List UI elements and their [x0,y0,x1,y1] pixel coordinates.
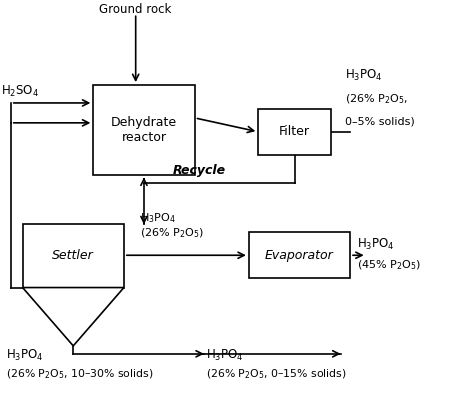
Text: (26% P$_2$O$_5$): (26% P$_2$O$_5$) [140,226,205,240]
Text: (26% P$_2$O$_5$,: (26% P$_2$O$_5$, [346,92,409,106]
Bar [23,225,124,288]
Polygon shape [23,288,124,346]
Text: H$_3$PO$_4$: H$_3$PO$_4$ [206,348,244,363]
Bar [93,85,195,174]
Text: Settler: Settler [52,249,94,263]
Bar [258,109,331,155]
Text: 0–5% solids): 0–5% solids) [346,117,415,127]
Text: Evaporator: Evaporator [265,249,334,262]
Text: Ground rock: Ground rock [100,3,172,16]
Bar [249,232,350,278]
Text: Filter: Filter [279,125,310,138]
Text: (26% P$_2$O$_5$, 0–15% solids): (26% P$_2$O$_5$, 0–15% solids) [206,367,347,381]
Text: H$_3$PO$_4$: H$_3$PO$_4$ [357,237,395,252]
Text: (26% P$_2$O$_5$, 10–30% solids): (26% P$_2$O$_5$, 10–30% solids) [6,367,154,381]
Text: H$_3$PO$_4$: H$_3$PO$_4$ [140,211,176,225]
Text: H$_3$PO$_4$: H$_3$PO$_4$ [6,348,44,363]
Text: (45% P$_2$O$_5$): (45% P$_2$O$_5$) [357,258,421,272]
Text: H$_2$SO$_4$: H$_2$SO$_4$ [1,83,39,99]
Text: Dehydrate
reactor: Dehydrate reactor [111,116,177,144]
Text: H$_3$PO$_4$: H$_3$PO$_4$ [346,67,383,83]
Text: Recycle: Recycle [173,164,226,177]
